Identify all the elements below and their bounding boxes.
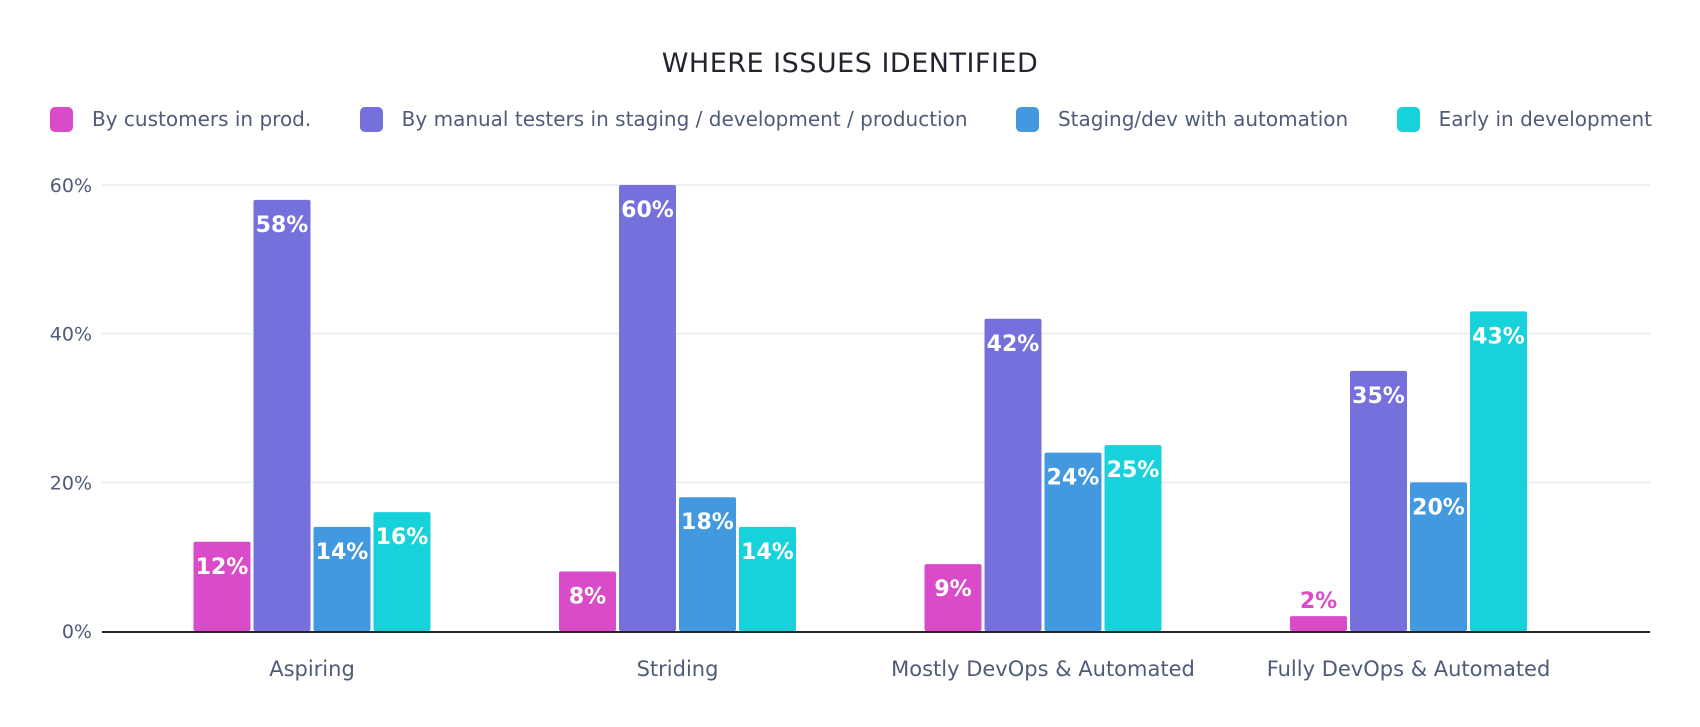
bar[interactable] xyxy=(1350,370,1407,631)
bar[interactable] xyxy=(619,185,676,631)
x-tick-label: Striding xyxy=(637,657,719,681)
bar-value-label: 20% xyxy=(1412,495,1465,520)
legend-label: By manual testers in staging / developme… xyxy=(401,107,968,131)
legend-item-staging-automation[interactable]: Staging/dev with automation xyxy=(1015,106,1349,132)
legend-swatch-icon xyxy=(1396,106,1420,132)
bar-value-label: 16% xyxy=(376,525,429,550)
bar-value-label: 12% xyxy=(196,555,249,580)
y-axis-ticks: 0% 20% 40% 60% xyxy=(50,175,92,643)
legend-swatch-icon xyxy=(1015,106,1039,132)
x-tick-label: Fully DevOps & Automated xyxy=(1267,657,1551,681)
bar[interactable] xyxy=(559,571,616,631)
bar-value-label: 9% xyxy=(934,577,971,602)
bar[interactable] xyxy=(193,541,251,631)
bar-labels: 12% 58% 14% 16% 8% 60% 18% 14% 9% 42% 24% 25% 2% 35% 2… xyxy=(196,198,1525,614)
y-tick-label: 20% xyxy=(50,472,92,494)
bar-value-label: 2% xyxy=(1300,589,1337,614)
bar[interactable] xyxy=(1410,482,1467,631)
bar[interactable] xyxy=(313,526,371,631)
bar[interactable] xyxy=(373,512,431,631)
bar[interactable] xyxy=(253,199,311,631)
bar-value-label: 25% xyxy=(1107,458,1160,483)
bar-value-label: 42% xyxy=(987,332,1040,357)
legend-item-customers-in-prod[interactable]: By customers in prod. xyxy=(50,106,312,132)
legend-label: Early in development xyxy=(1438,107,1652,131)
bar[interactable] xyxy=(679,497,736,631)
bar[interactable] xyxy=(1470,311,1527,631)
x-tick-label: Mostly DevOps & Automated xyxy=(891,657,1195,681)
y-tick-label: 0% xyxy=(62,621,92,643)
bar-value-label: 8% xyxy=(569,585,606,610)
bar[interactable] xyxy=(984,318,1042,631)
y-tick-label: 40% xyxy=(50,324,92,346)
bar[interactable] xyxy=(739,526,796,631)
legend-label: By customers in prod. xyxy=(92,107,312,131)
bar-value-label: 14% xyxy=(316,540,369,565)
legend: By customers in prod. By manual testers … xyxy=(50,104,1652,134)
x-tick-label: Aspiring xyxy=(269,657,355,681)
legend-item-manual-testers[interactable]: By manual testers in staging / developme… xyxy=(359,106,968,132)
bar[interactable] xyxy=(924,564,982,631)
legend-swatch-icon xyxy=(359,106,383,132)
bar-value-label: 14% xyxy=(741,540,794,565)
bar[interactable] xyxy=(1104,445,1162,631)
bar[interactable] xyxy=(1044,452,1102,631)
bars xyxy=(193,185,1527,631)
bar-value-label: 35% xyxy=(1352,384,1405,409)
y-tick-label: 60% xyxy=(50,175,92,197)
bar-value-label: 18% xyxy=(681,510,734,535)
chart-title: WHERE ISSUES IDENTIFIED xyxy=(661,48,1039,79)
bar-value-label: 58% xyxy=(256,213,309,238)
legend-label: Staging/dev with automation xyxy=(1057,107,1349,131)
x-axis-ticks: Aspiring Striding Mostly DevOps & Automate… xyxy=(269,657,1550,681)
legend-swatch-icon xyxy=(50,106,73,132)
gridlines xyxy=(102,184,1650,484)
bar-value-label: 60% xyxy=(621,198,674,223)
bar[interactable] xyxy=(1290,616,1347,631)
bar-value-label: 43% xyxy=(1472,324,1525,349)
bar-value-label: 24% xyxy=(1047,466,1100,491)
legend-item-early-in-development[interactable]: Early in development xyxy=(1396,106,1652,132)
